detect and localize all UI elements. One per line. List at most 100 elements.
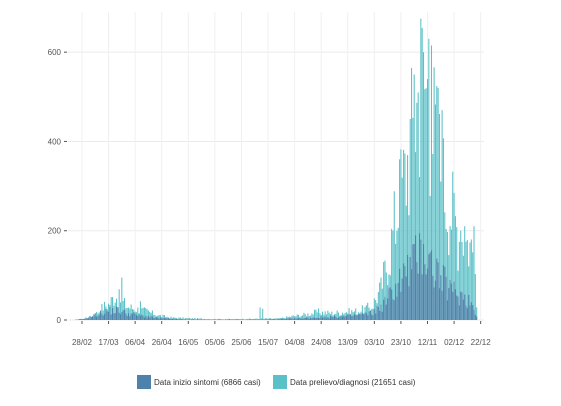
bar: [302, 315, 304, 320]
bar: [287, 318, 289, 320]
x-tick-label: 04/08: [285, 338, 306, 347]
bar: [84, 319, 86, 320]
bar: [165, 318, 167, 320]
x-tick-label: 03/10: [364, 338, 385, 347]
bar: [325, 314, 328, 320]
bar: [462, 255, 464, 320]
bar: [399, 268, 401, 320]
bar: [193, 319, 195, 320]
bar: [436, 258, 438, 320]
bar: [365, 312, 367, 320]
bar: [361, 305, 363, 320]
bar: [356, 314, 358, 320]
bar: [380, 277, 382, 320]
bar: [300, 315, 302, 320]
bar: [348, 314, 350, 320]
bar: [296, 314, 298, 320]
bar: [430, 250, 433, 320]
bar: [444, 266, 446, 320]
bar: [98, 314, 100, 320]
bar: [271, 319, 273, 320]
bar: [458, 241, 460, 320]
bar: [162, 318, 164, 320]
bar: [118, 312, 120, 320]
bar: [351, 310, 353, 320]
bar: [292, 319, 294, 320]
bar: [432, 275, 434, 320]
bar: [236, 319, 238, 320]
bar: [161, 318, 163, 320]
bar: [385, 272, 387, 320]
bar: [436, 86, 438, 320]
bar: [429, 252, 431, 320]
bar: [364, 312, 366, 320]
bar: [174, 318, 176, 320]
bar: [461, 241, 463, 320]
bar: [454, 216, 456, 320]
bar: [264, 318, 266, 320]
bar: [361, 313, 363, 320]
bar: [94, 313, 96, 320]
bar: [101, 313, 103, 320]
bar: [437, 87, 439, 320]
y-tick-label: 0: [57, 316, 62, 325]
bar: [403, 149, 405, 320]
bar: [348, 308, 350, 320]
bar: [110, 297, 112, 320]
x-tick-label: 28/02: [72, 338, 93, 347]
bar: [262, 319, 264, 320]
bar: [82, 319, 84, 320]
bar: [456, 295, 458, 320]
bar: [376, 305, 378, 320]
bar: [135, 315, 137, 320]
bar: [179, 319, 181, 320]
bar: [424, 264, 426, 320]
bar: [472, 305, 474, 320]
bar: [359, 313, 361, 320]
bar: [310, 315, 312, 320]
x-tick-label: 22/12: [471, 338, 492, 347]
bar: [307, 317, 309, 320]
bar: [450, 229, 452, 320]
bar: [228, 319, 231, 320]
bar: [472, 252, 474, 320]
bar: [315, 318, 317, 320]
bar: [446, 232, 448, 320]
bar: [355, 308, 357, 320]
bar: [133, 312, 135, 320]
bar: [418, 233, 421, 320]
bar: [179, 317, 181, 320]
bar: [178, 319, 180, 320]
bar: [445, 276, 447, 320]
bar: [191, 318, 193, 320]
bar: [421, 274, 423, 320]
bar: [292, 315, 294, 320]
bar: [437, 262, 439, 320]
series-bars-prelievo: [74, 18, 478, 321]
bar: [139, 301, 141, 320]
bar: [100, 310, 102, 320]
bar: [125, 313, 127, 320]
bar: [147, 316, 149, 320]
bar: [276, 318, 278, 320]
bar: [341, 312, 343, 320]
bar: [199, 318, 201, 320]
bar: [81, 318, 83, 320]
bar: [422, 244, 425, 320]
bar: [392, 299, 394, 320]
bar: [312, 314, 314, 320]
x-tick-label: 06/04: [125, 338, 146, 347]
x-tick-label: 05/06: [205, 338, 226, 347]
bar: [104, 313, 106, 320]
bar: [189, 317, 191, 320]
bar: [395, 283, 397, 320]
bar: [108, 311, 110, 320]
bar: [460, 291, 462, 320]
bar: [121, 277, 123, 320]
bar: [324, 316, 326, 320]
bar: [197, 318, 199, 320]
bar: [433, 67, 435, 320]
bar: [197, 319, 199, 320]
bar: [251, 318, 253, 320]
legend-label: Data prelievo/diagnosi (21651 casi): [290, 378, 416, 387]
